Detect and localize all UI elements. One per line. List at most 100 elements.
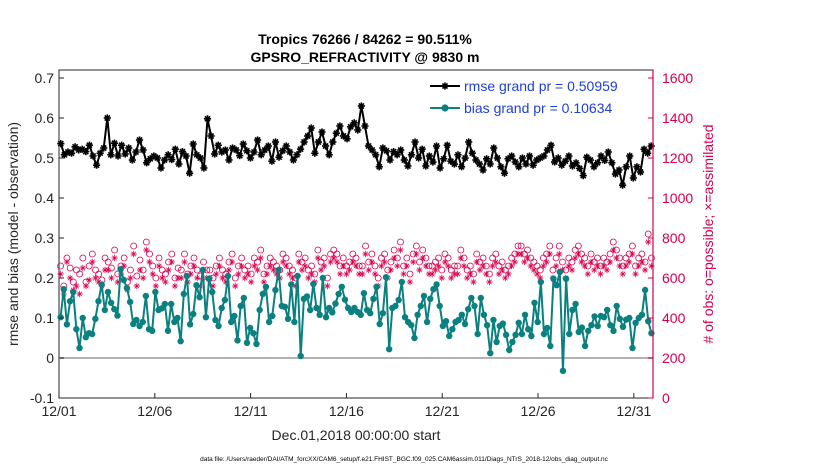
bias-point [259, 290, 266, 298]
bias-point [310, 280, 317, 288]
assimilated-marker [505, 270, 512, 278]
bias-point [231, 312, 238, 320]
rmse-point [307, 124, 315, 132]
bias-point [585, 327, 592, 334]
bias-point [218, 304, 225, 312]
possible-marker [638, 250, 646, 258]
assimilated-marker [457, 254, 465, 262]
rmse-point [418, 145, 426, 153]
possible-marker [244, 262, 252, 270]
x-tick-label: 12/11 [234, 403, 268, 419]
assimilated-marker [57, 270, 64, 278]
legend-rmse-label: rmse grand pr = 0.50959 [464, 78, 618, 94]
bias-point [221, 296, 229, 304]
bias-point [332, 300, 339, 307]
assimilated-marker [346, 266, 353, 274]
bias-point [537, 278, 545, 286]
possible-marker [371, 262, 379, 270]
possible-marker [282, 254, 290, 262]
bias-point [209, 288, 216, 296]
bias-point [515, 319, 522, 326]
assimilated-marker [492, 258, 499, 266]
y-tick-label: 0.1 [35, 310, 55, 326]
x-tick-label: 12/21 [425, 403, 460, 419]
assimilated-marker [387, 266, 395, 274]
possible-marker [435, 254, 442, 262]
assimilated-marker [108, 274, 115, 282]
bias-point [319, 274, 327, 282]
assimilated-marker [622, 262, 630, 270]
assimilated-marker [232, 282, 239, 290]
bias-point [401, 314, 409, 321]
rmse-point [314, 138, 323, 146]
bias-point [641, 286, 649, 294]
rmse-point [547, 141, 555, 149]
y-tick-label: 0.6 [35, 110, 55, 126]
rmse-point [647, 142, 655, 150]
bias-point [164, 327, 172, 334]
rmse-point [243, 147, 251, 155]
bias-point [411, 334, 418, 342]
possible-marker [289, 266, 296, 274]
rmse-point [372, 151, 380, 159]
possible-marker [152, 274, 160, 282]
bias-point [161, 300, 169, 308]
assimilated-marker [435, 262, 442, 270]
rmse-point [329, 138, 337, 146]
rmse-point [633, 163, 641, 171]
rmse-point [450, 160, 459, 168]
rmse-point [246, 154, 255, 162]
assimilated-marker [79, 264, 87, 272]
assimilated-marker [314, 254, 322, 262]
possible-marker [419, 246, 427, 254]
rmse-point [343, 135, 351, 143]
bias-point [253, 340, 260, 348]
y-tick-label-right: 400 [662, 310, 686, 326]
legend: rmse grand pr = 0.50959 bias grand pr = … [430, 78, 618, 116]
assimilated-marker [517, 250, 525, 258]
assimilated-marker [511, 258, 519, 266]
bias-point [360, 290, 368, 297]
assimilated-marker [152, 282, 160, 290]
possible-marker [301, 254, 309, 262]
assimilated-marker [330, 254, 337, 262]
bias-point [477, 294, 485, 302]
bias-point [291, 318, 298, 326]
rmse-point [225, 156, 233, 164]
assimilated-marker [390, 254, 398, 262]
bias-point [149, 327, 156, 334]
rmse-point [461, 154, 469, 162]
x-axis-label: Dec.01,2018 00:00:00 start [272, 427, 441, 443]
assimilated-marker [594, 262, 601, 270]
possible-marker [130, 242, 138, 250]
possible-marker [466, 262, 474, 270]
assimilated-marker [581, 262, 588, 270]
assimilated-marker [193, 274, 201, 282]
rmse-point [572, 159, 580, 167]
bias-point [427, 295, 434, 302]
rmse-point [189, 140, 197, 148]
assimilated-marker [591, 266, 598, 274]
rmse-point [382, 147, 391, 155]
rmse-point [601, 156, 609, 164]
assimilated-marker [432, 266, 439, 274]
rmse-point [289, 156, 297, 164]
bias-point [215, 322, 222, 330]
possible-marker [473, 250, 481, 258]
assimilated-marker [571, 254, 579, 262]
assimilated-marker [613, 254, 620, 262]
bias-point [180, 290, 188, 298]
rmse-point [465, 138, 473, 146]
bias-point [553, 282, 560, 289]
y-tick-label-right: 1400 [662, 110, 693, 126]
possible-marker [146, 250, 153, 258]
bias-point [123, 284, 131, 292]
bias-point [120, 276, 127, 284]
rmse-point [404, 162, 412, 170]
assimilated-marker [228, 258, 236, 266]
possible-marker [416, 258, 423, 266]
rmse-point [67, 149, 76, 157]
y-tick-label-right: 1600 [662, 70, 693, 86]
possible-marker [120, 254, 128, 262]
assimilated-marker [149, 270, 156, 278]
